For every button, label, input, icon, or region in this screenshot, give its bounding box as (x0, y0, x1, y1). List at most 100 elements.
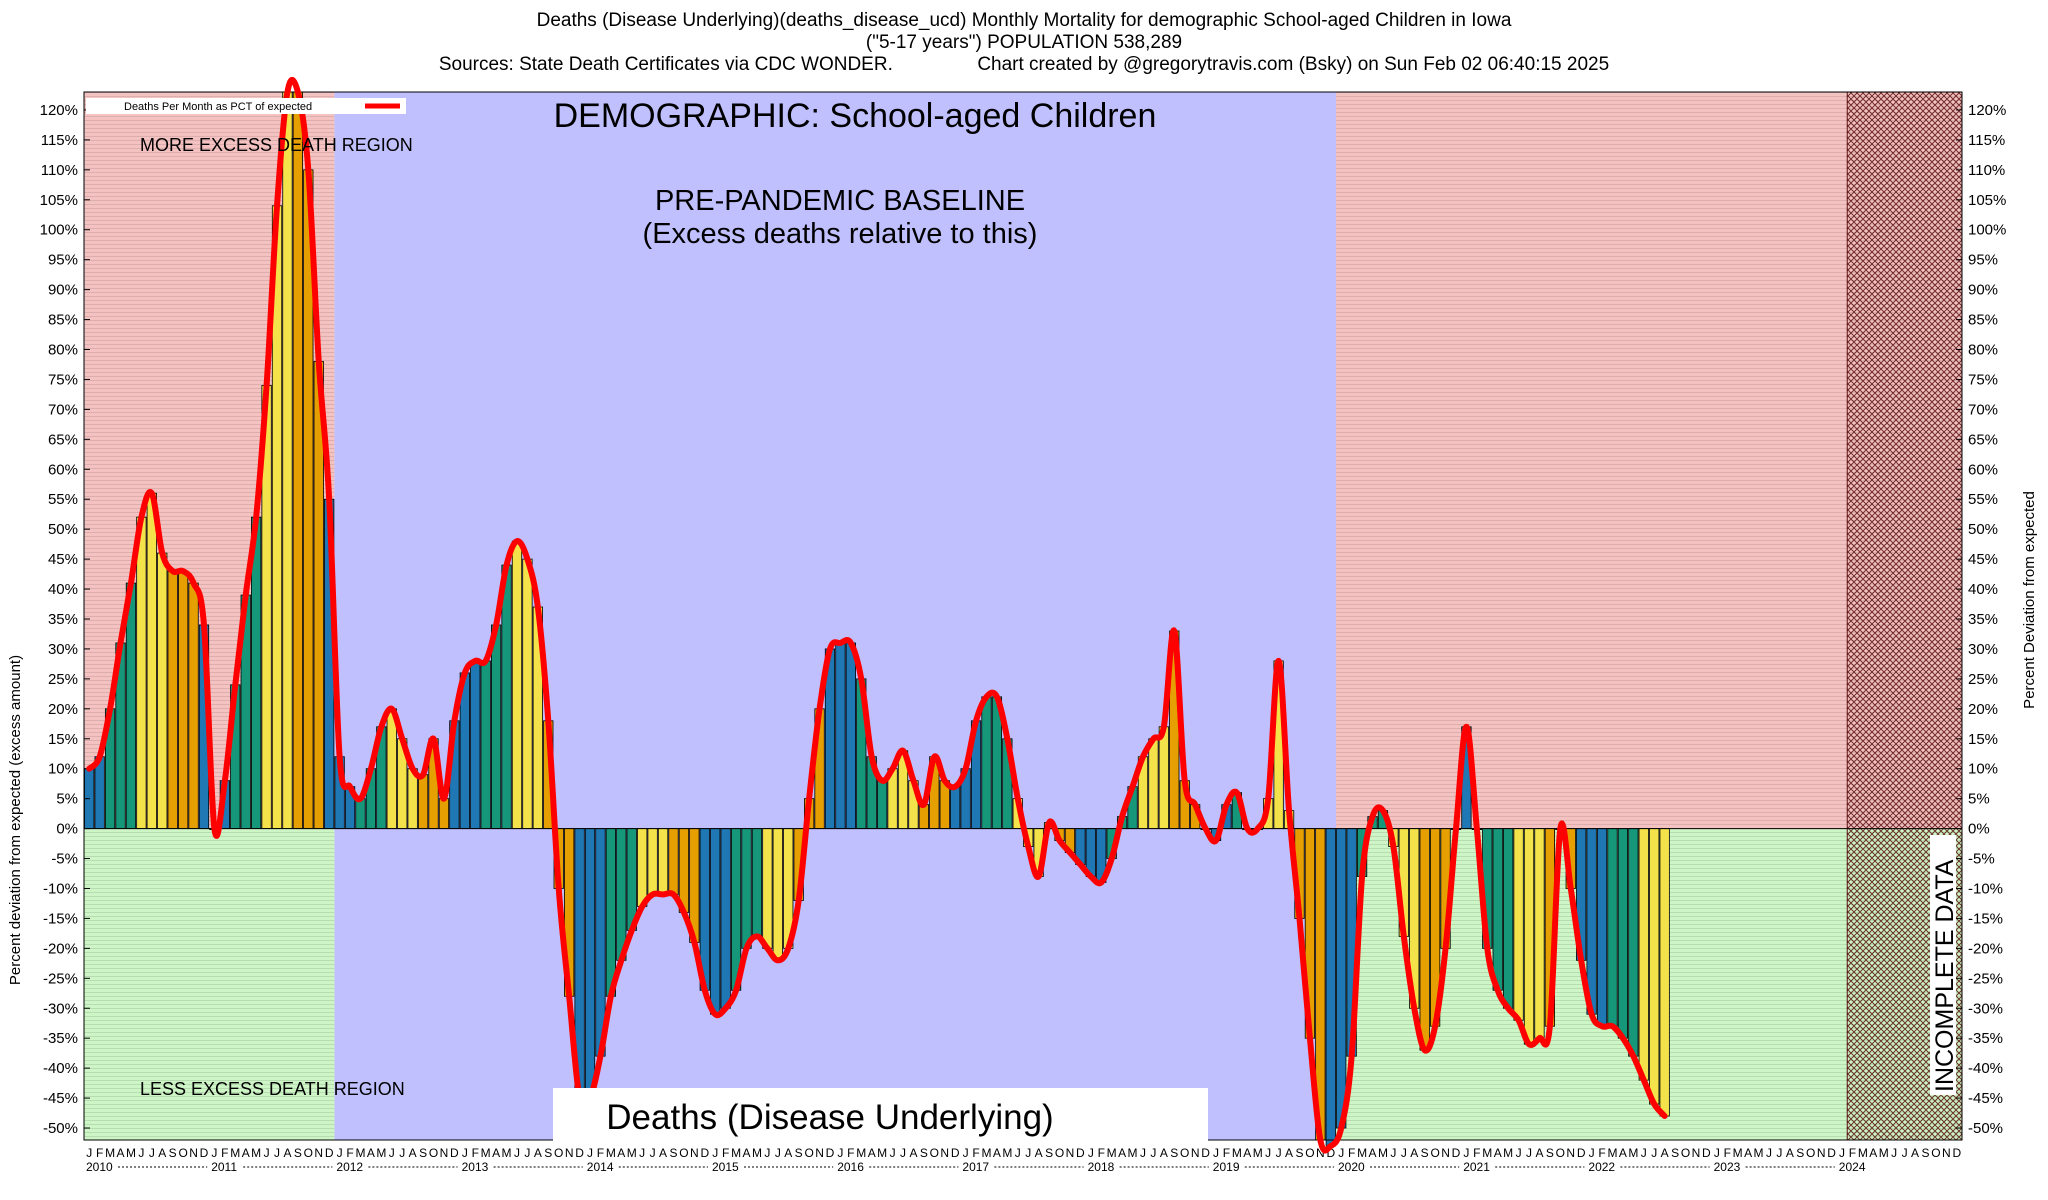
x-month-label: J (462, 1146, 468, 1160)
x-month-label: O (930, 1146, 939, 1160)
x-month-label: S (294, 1146, 302, 1160)
x-month-label: J (149, 1146, 155, 1160)
x-year-label: 2023 (1714, 1160, 1741, 1174)
x-month-label: O (1180, 1146, 1189, 1160)
bar (1492, 828, 1503, 991)
bar (762, 828, 773, 949)
bar (584, 828, 596, 1099)
x-month-label: F (1598, 1146, 1605, 1160)
x-month-label: M (1357, 1146, 1367, 1160)
x-month-label: A (1619, 1146, 1627, 1160)
bar (835, 642, 846, 829)
y-tick-label: 35% (48, 611, 78, 628)
y-tick-label: 10% (48, 761, 78, 778)
x-month-label: A (367, 1146, 375, 1160)
x-month-label: A (1285, 1146, 1293, 1160)
x-month-label: J (211, 1146, 217, 1160)
x-month-label: F (96, 1146, 103, 1160)
x-year-label: 2022 (1588, 1160, 1615, 1174)
bar (136, 516, 147, 829)
x-month-label: M (1858, 1146, 1868, 1160)
x-year-label: 2017 (962, 1160, 989, 1174)
x-month-label: O (1681, 1146, 1690, 1160)
bar (616, 828, 627, 961)
y-tick-label: 25% (48, 671, 78, 688)
x-month-label: M (105, 1146, 115, 1160)
y-tick-label: -35% (43, 1030, 78, 1047)
x-month-label: M (752, 1146, 762, 1160)
x-year-label: 2024 (1839, 1160, 1866, 1174)
y-tick-label: 115% (41, 132, 78, 149)
x-month-label: J (337, 1146, 343, 1160)
y-tick-label: 30% (48, 641, 78, 658)
x-year-label: 2010 (86, 1160, 113, 1174)
x-month-label: F (722, 1146, 729, 1160)
x-month-label: M (981, 1146, 991, 1160)
x-month-label: J (837, 1146, 843, 1160)
x-month-label: O (429, 1146, 438, 1160)
y-tick-label-right: 70% (1968, 401, 1998, 418)
incomplete-data-label: INCOMPLETE DATA (1931, 859, 1959, 1092)
y-tick-label: -5% (51, 851, 78, 868)
x-month-label: M (1002, 1146, 1012, 1160)
cause-label: Deaths (Disease Underlying) (606, 1098, 1053, 1137)
x-month-label: O (679, 1146, 688, 1160)
x-month-label: D (575, 1146, 584, 1160)
y-tick-label: 45% (48, 551, 78, 568)
y-tick-label-right: 15% (1968, 731, 1998, 748)
bar (1649, 828, 1660, 1105)
x-month-label: M (1253, 1146, 1263, 1160)
trend-line-path (86, 77, 1668, 1154)
x-month-label: M (355, 1146, 365, 1160)
y-tick-label: -45% (43, 1090, 78, 1107)
x-month-label: A (1535, 1146, 1543, 1160)
x-year-label: 2011 (211, 1160, 237, 1174)
x-month-label: A (1869, 1146, 1877, 1160)
y-tick-label-right: 25% (1968, 671, 1998, 688)
bar (522, 558, 533, 829)
bar (1596, 828, 1608, 1027)
x-month-label: N (1817, 1146, 1826, 1160)
bar (647, 828, 658, 895)
y-tick-label-right: -25% (1968, 970, 2003, 987)
y-tick-label: 40% (48, 581, 78, 598)
x-month-label: J (1589, 1146, 1595, 1160)
x-month-label: J (1401, 1146, 1407, 1160)
x-month-label: M (1378, 1146, 1388, 1160)
y-tick-label-right: -10% (1968, 880, 2003, 897)
x-month-label: F (1849, 1146, 1856, 1160)
bar (1607, 828, 1618, 1027)
bar (146, 492, 157, 829)
region-pre-pandemic-baseline (334, 92, 1336, 1140)
y-tick-label-right: 115% (1968, 132, 2005, 149)
x-month-label: A (659, 1146, 667, 1160)
y-tick-label: 50% (48, 521, 78, 538)
y-tick-label: 90% (48, 282, 78, 299)
x-month-label: D (826, 1146, 835, 1160)
x-month-label: N (1066, 1146, 1075, 1160)
bar (157, 552, 168, 829)
x-month-label: S (1796, 1146, 1804, 1160)
x-month-label: F (1348, 1146, 1355, 1160)
y-tick-label-right: -40% (1968, 1060, 2003, 1077)
x-month-label: A (1786, 1146, 1794, 1160)
chart-title: Deaths (Disease Underlying)(deaths_disea… (536, 10, 1512, 31)
y-tick-label: -15% (43, 910, 78, 927)
x-month-label: J (890, 1146, 896, 1160)
x-month-label: M (627, 1146, 637, 1160)
x-month-label: J (587, 1146, 593, 1160)
bar (94, 756, 105, 829)
x-month-label: D (325, 1146, 334, 1160)
x-month-label: J (775, 1146, 781, 1160)
x-month-label: D (1952, 1146, 1961, 1160)
bar (877, 780, 888, 829)
x-month-label: S (1671, 1146, 1679, 1160)
x-month-label: D (200, 1146, 209, 1160)
y-tick-label-right: 5% (1968, 791, 1990, 808)
x-month-label: D (1577, 1146, 1586, 1160)
bar (1336, 828, 1347, 1129)
bar (355, 798, 366, 829)
y-tick-label: 0% (56, 821, 78, 838)
x-month-label: M (1733, 1146, 1743, 1160)
